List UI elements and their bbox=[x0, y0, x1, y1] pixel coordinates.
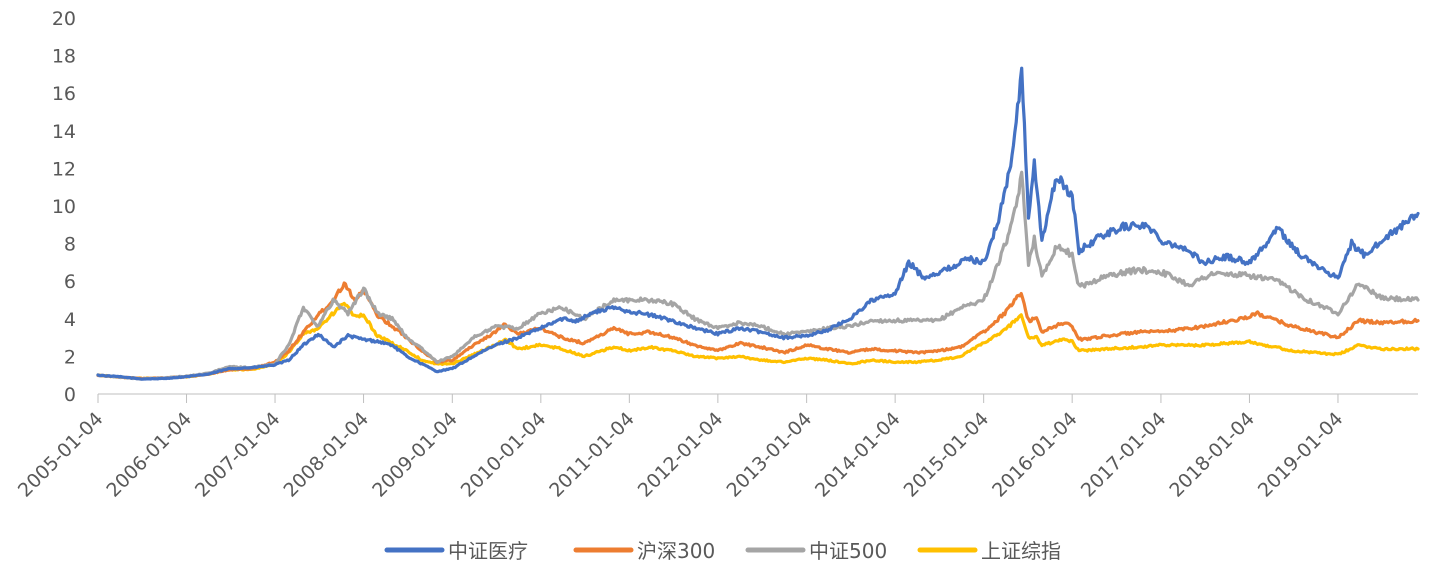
y-tick-label: 12 bbox=[52, 158, 76, 180]
y-tick-label: 14 bbox=[52, 121, 76, 143]
x-tick-label: 2014-01-04 bbox=[811, 408, 905, 502]
y-tick-label: 8 bbox=[64, 234, 76, 256]
y-tick-label: 2 bbox=[64, 346, 76, 368]
x-tick-label: 2005-01-04 bbox=[14, 408, 108, 502]
y-tick-label: 20 bbox=[52, 8, 76, 30]
series-line-3 bbox=[96, 301, 1420, 381]
x-axis: 2005-01-042006-01-042007-01-042008-01-04… bbox=[14, 393, 1418, 502]
legend: 中证医疗 沪深300 中证500 上证综指 bbox=[384, 539, 1061, 563]
x-tick-label: 2008-01-04 bbox=[279, 408, 373, 502]
x-tick-label: 2019-01-04 bbox=[1254, 408, 1348, 502]
series-line-0 bbox=[96, 66, 1420, 381]
x-tick-label: 2010-01-04 bbox=[457, 408, 551, 502]
y-tick-label: 0 bbox=[64, 384, 76, 406]
x-tick-label: 2012-01-04 bbox=[634, 408, 728, 502]
series-lines bbox=[96, 66, 1420, 381]
y-tick-label: 6 bbox=[64, 271, 76, 293]
x-tick-label: 2017-01-04 bbox=[1077, 408, 1171, 502]
legend-label: 沪深300 bbox=[637, 539, 715, 563]
y-tick-label: 4 bbox=[64, 309, 76, 331]
y-tick-label: 10 bbox=[52, 196, 76, 218]
legend-label: 中证医疗 bbox=[448, 539, 528, 563]
series-line-2 bbox=[96, 170, 1420, 381]
x-tick-label: 2009-01-04 bbox=[368, 408, 462, 502]
y-tick-label: 18 bbox=[52, 46, 76, 68]
legend-label: 上证综指 bbox=[981, 539, 1061, 563]
x-tick-label: 2007-01-04 bbox=[191, 408, 285, 502]
x-tick-label: 2015-01-04 bbox=[900, 408, 994, 502]
x-tick-label: 2016-01-04 bbox=[988, 408, 1082, 502]
y-axis-ticks: 0 2 4 6 8 10 12 14 16 18 20 bbox=[52, 8, 76, 406]
x-tick-label: 2006-01-04 bbox=[102, 408, 196, 502]
x-tick-label: 2018-01-04 bbox=[1165, 408, 1259, 502]
x-tick-label: 2013-01-04 bbox=[723, 408, 817, 502]
x-tick-label: 2011-01-04 bbox=[545, 408, 639, 502]
legend-label: 中证500 bbox=[809, 539, 887, 563]
series-line-1 bbox=[96, 281, 1420, 381]
y-tick-label: 16 bbox=[52, 83, 76, 105]
